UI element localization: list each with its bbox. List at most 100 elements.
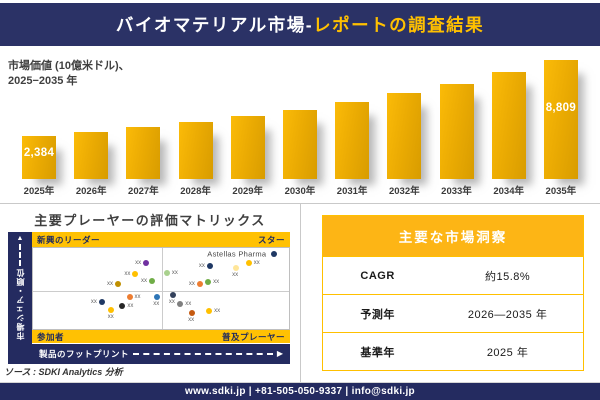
x-axis-tick-label: 2027年: [128, 186, 159, 197]
x-axis-tick-label: 2028年: [180, 186, 211, 197]
insights-table: CAGR 約15.8% 予測年 2026—2035 年基準年 2025 年: [323, 256, 583, 370]
insights-row-value: 2025 年: [486, 346, 529, 359]
scatter-dot: xx: [206, 308, 220, 315]
bar-2027年: [126, 127, 161, 179]
x-axis-tick-label: 2026年: [75, 186, 107, 197]
page-title-main: バイオマテリアル市場-: [115, 15, 314, 35]
x-axis-tick-label: 2032年: [388, 186, 420, 197]
header: バイオマテリアル市場-レポートの調査結果: [0, 3, 600, 46]
scatter-dot-label: xx: [135, 259, 142, 266]
x-axis-tick-label: 2025年: [23, 186, 55, 197]
scatter-dot: xx: [169, 291, 176, 305]
bar-value-label: 2,384: [23, 146, 55, 159]
matrix-x-axis-label: 製品のフットプリント: [39, 349, 130, 359]
scatter-dot-label: xx: [106, 281, 113, 288]
quadrant-label-bottom-left: 参加者: [37, 331, 65, 342]
bar-2035年: 8,809: [543, 60, 578, 179]
scatter-dot-label: xx: [107, 313, 114, 320]
scatter-dot-label: xx: [124, 270, 131, 277]
matrix-scatter-plot: xx xx xx xx xx xx xx xx xx Astellas Pharma xx xx xx x…: [32, 247, 290, 330]
chart-subtitle: 市場価値 (10億米ドル)、 2025−2035 年: [8, 59, 130, 90]
quadrant-divider-vertical: [162, 248, 164, 329]
x-axis-tick-label: 2029年: [232, 186, 264, 197]
dashed-line-vertical: [19, 244, 21, 266]
x-axis-tick-label: 2033年: [441, 186, 472, 197]
scatter-dot: xx: [108, 306, 115, 320]
bar-2029年: [230, 116, 265, 179]
insights-row-label: 基準年: [360, 346, 395, 359]
scatter-dot: xx: [188, 309, 195, 323]
insights-title: 主要な市場洞察: [323, 216, 583, 256]
scatter-dot-label: xx: [188, 281, 195, 288]
bar-2030年: [282, 109, 317, 179]
scatter-dot: xx: [153, 294, 160, 307]
scatter-dot-label: xx: [127, 303, 134, 310]
page-title-accent: レポートの調査結果: [313, 15, 485, 35]
scatter-dot-label: xx: [168, 298, 175, 305]
scatter-dot: xx: [245, 260, 260, 267]
bar-2025年: 2,384: [22, 135, 56, 179]
insights-row: CAGR 約15.8%: [323, 256, 583, 294]
scatter-dot: xx: [135, 259, 150, 266]
scatter-dot: xx: [189, 281, 203, 288]
insights-row: 予測年 2026—2035 年: [323, 294, 583, 332]
quadrant-label-top-left: 新興のリーダー: [37, 234, 101, 245]
chart-subtitle-line1: 市場価値 (10億米ドル)、: [8, 60, 130, 72]
scatter-dot: xx: [91, 299, 105, 306]
scatter-dot-label: xx: [253, 260, 260, 267]
bar-2033年: [439, 83, 474, 179]
x-axis-tick-label: 2034年: [493, 186, 524, 197]
scatter-dot-label: xx: [188, 316, 195, 323]
bar-2028年: [178, 122, 213, 179]
x-axis-tick-label: 2035年: [545, 186, 577, 197]
scatter-dot: xx: [141, 277, 156, 284]
scatter-dot-label: xx: [171, 269, 178, 276]
scatter-dot: xx: [177, 301, 191, 308]
scatter-dot: xx: [126, 293, 141, 300]
insights-row-label: 予測年: [360, 308, 395, 321]
x-axis-tick-label: 2030年: [284, 186, 316, 197]
footer: www.sdki.jp | +81-505-050-9337 | info@sd…: [0, 382, 600, 400]
source-note: ソース : SDKI Analytics 分析: [4, 367, 123, 377]
right-arrow-icon: ▶: [276, 349, 283, 358]
bar-2031年: [335, 102, 370, 179]
company-label: Astellas Pharma: [207, 249, 267, 259]
vertical-divider: [300, 203, 301, 383]
scatter-dot-label: xx: [232, 271, 239, 278]
insights-row-label: CAGR: [360, 269, 395, 282]
insights-row-value: 2026—2035 年: [467, 308, 548, 321]
scatter-dot: xx: [163, 269, 178, 276]
chart-subtitle-line2: 2025−2035 年: [8, 75, 78, 88]
scatter-dot-label: xx: [213, 278, 220, 285]
scatter-dot-label: xx: [214, 308, 221, 315]
bar-chart-plot: 2,384 8,809: [22, 55, 578, 179]
matrix-y-axis-label: 市場シェア・順位: [15, 268, 25, 340]
x-axis-tick-label: 2031年: [336, 186, 368, 197]
matrix-top-band: 新興のリーダー スター: [32, 232, 290, 247]
scatter-dot-label: xx: [198, 262, 205, 269]
insights-panel: 主要な市場洞察 CAGR 約15.8% 予測年 2026—2035 年基準年 2025 …: [322, 215, 584, 371]
scatter-dot: xx: [124, 270, 139, 277]
scatter-dot-label: xx: [134, 293, 141, 300]
matrix-box: 新興のリーダー スター xx xx xx xx xx xx xx xx xx Astellas P…: [32, 232, 290, 343]
scatter-dot-label: xx: [90, 299, 97, 306]
bar-chart-x-axis-labels: 2025年 2026年 2027年 2028年 2029年 2030年 2031年 2032年…: [22, 183, 578, 197]
quadrant-label-top-right: スター: [257, 234, 285, 245]
matrix-title: 主要プレーヤーの評価マトリックス: [34, 213, 266, 228]
scatter-dot-highlight-company: Astellas Pharma: [207, 250, 278, 259]
bar-value-label: 8,809: [545, 102, 577, 114]
matrix-x-axis: 製品のフットプリント ▶: [32, 344, 290, 364]
bar-2032年: [387, 93, 422, 179]
bar-2026年: [74, 131, 109, 179]
insights-row: 基準年 2025 年: [323, 332, 583, 370]
quadrant-label-bottom-right: 普及プレーヤー: [221, 331, 285, 342]
up-arrow-icon: ▲: [16, 235, 24, 242]
matrix-panel: 主要プレーヤーの評価マトリックス ▲ 市場シェア・順位 新興のリーダー スター …: [0, 203, 300, 383]
dashed-line-horizontal: [133, 353, 273, 355]
scatter-dot: xx: [232, 264, 239, 278]
scatter-dot-label: xx: [141, 277, 148, 284]
insights-row-value: 約15.8%: [484, 270, 531, 283]
scatter-dot: xx: [107, 281, 121, 288]
matrix-bottom-band: 参加者 普及プレーヤー: [32, 330, 290, 343]
